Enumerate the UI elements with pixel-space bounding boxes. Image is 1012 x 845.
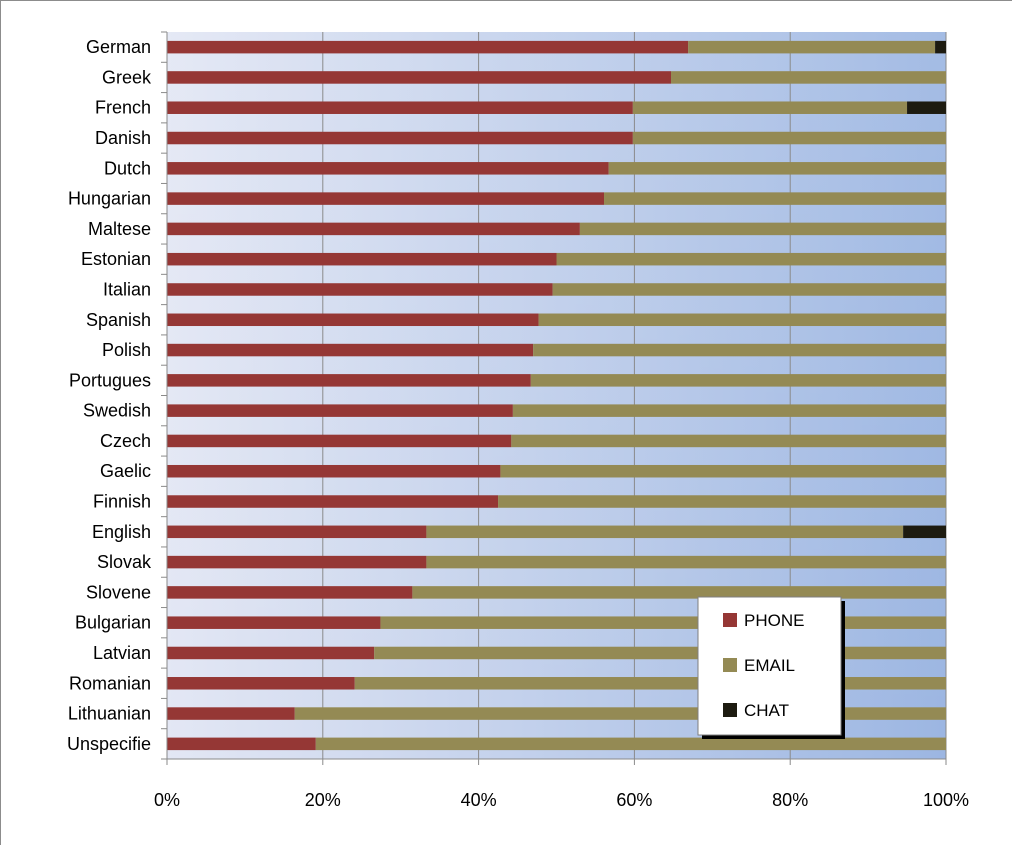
category-label: Hungarian <box>68 189 151 209</box>
bar-email-latvian <box>374 646 946 660</box>
category-label: Estonian <box>81 249 151 269</box>
category-label: Greek <box>102 67 152 87</box>
category-label: French <box>95 98 151 118</box>
bar-chat-french <box>907 101 946 114</box>
legend-label-chat: CHAT <box>744 701 789 720</box>
bar-email-slovene <box>412 586 946 599</box>
legend-swatch-phone <box>723 613 737 627</box>
bar-phone-spanish <box>167 313 539 327</box>
bar-phone-polish <box>167 343 534 357</box>
bar-phone-hungarian <box>167 192 605 205</box>
category-label: Swedish <box>83 401 151 421</box>
bar-phone-finnish <box>167 495 499 508</box>
category-label: Latvian <box>93 643 151 663</box>
bar-phone-lithuanian <box>167 707 295 720</box>
category-label: Spanish <box>86 310 151 330</box>
bar-phone-dutch <box>167 162 609 175</box>
bar-email-french <box>632 101 908 114</box>
bar-phone-german <box>167 40 689 54</box>
category-labels: German Greek French Danish Dutch Hungarian Mal… <box>67 37 152 754</box>
category-label: Unspecifie <box>67 734 151 754</box>
x-tick-label: 60% <box>616 790 652 810</box>
category-label: Romanian <box>69 673 151 693</box>
legend: PHONE EMAIL CHAT <box>697 596 845 739</box>
bar-email-finnish <box>498 495 946 508</box>
bar-email-danish <box>632 131 946 145</box>
legend-swatch-chat <box>723 703 737 717</box>
bar-email-slovak <box>426 555 947 569</box>
category-label: Bulgarian <box>75 613 151 633</box>
category-label: Portugues <box>69 370 151 390</box>
bar-email-german <box>688 40 936 54</box>
category-label: Italian <box>103 279 151 299</box>
bar-email-hungarian <box>604 192 946 205</box>
x-tick-labels: 0% 20% 40% 60% 80% 100% <box>154 790 969 810</box>
bars <box>167 40 947 751</box>
bar-email-polish <box>533 343 946 357</box>
bar-phone-portugues <box>167 374 531 387</box>
bar-phone-danish <box>167 131 633 145</box>
bar-chat-german <box>935 40 946 54</box>
category-label: Slovene <box>86 582 151 602</box>
category-label: Lithuanian <box>68 704 151 724</box>
bar-email-estonian <box>556 252 946 266</box>
x-tick-label: 0% <box>154 790 180 810</box>
category-label: Finnish <box>93 492 151 512</box>
category-label: English <box>92 522 151 542</box>
bar-phone-gaelic <box>167 464 501 478</box>
bar-email-spanish <box>538 313 946 327</box>
bar-email-unspecifie <box>315 737 946 751</box>
bar-email-greek <box>671 71 946 84</box>
bar-email-romanian <box>354 677 946 690</box>
legend-label-phone: PHONE <box>744 611 804 630</box>
bar-phone-greek <box>167 71 672 84</box>
bar-phone-czech <box>167 434 512 448</box>
bar-phone-latvian <box>167 646 375 660</box>
bar-phone-maltese <box>167 222 580 236</box>
legend-label-email: EMAIL <box>744 656 795 675</box>
category-label: Slovak <box>97 552 152 572</box>
bar-phone-slovak <box>167 555 427 569</box>
bar-chat-english <box>903 525 946 539</box>
category-label: Danish <box>95 128 151 148</box>
bar-phone-swedish <box>167 404 513 417</box>
bar-phone-french <box>167 101 633 114</box>
bar-phone-bulgarian <box>167 616 381 629</box>
bar-email-portugues <box>530 374 946 387</box>
category-label: Gaelic <box>100 461 151 481</box>
bar-email-czech <box>511 434 946 448</box>
category-label: Czech <box>100 431 151 451</box>
bar-phone-italian <box>167 283 553 296</box>
category-label: Maltese <box>88 219 151 239</box>
x-tick-label: 80% <box>772 790 808 810</box>
category-label: Dutch <box>104 158 151 178</box>
bar-email-dutch <box>608 162 946 175</box>
bar-phone-estonian <box>167 252 557 266</box>
bar-email-swedish <box>512 404 946 417</box>
bar-email-lithuanian <box>294 707 947 720</box>
bar-phone-romanian <box>167 677 355 690</box>
category-label: Polish <box>102 340 151 360</box>
bar-phone-slovene <box>167 586 413 599</box>
axes <box>161 31 947 765</box>
bar-phone-english <box>167 525 427 539</box>
x-tick-label: 20% <box>305 790 341 810</box>
category-label: German <box>86 37 151 57</box>
bar-email-maltese <box>579 222 946 236</box>
x-tick-label: 100% <box>923 790 969 810</box>
legend-swatch-email <box>723 658 737 672</box>
legend-box <box>697 596 842 736</box>
bar-email-gaelic <box>500 464 946 478</box>
x-tick-label: 40% <box>461 790 497 810</box>
bar-email-english <box>426 525 904 539</box>
bar-email-italian <box>552 283 946 296</box>
bar-phone-unspecifie <box>167 737 316 751</box>
bar-email-bulgarian <box>380 616 946 629</box>
